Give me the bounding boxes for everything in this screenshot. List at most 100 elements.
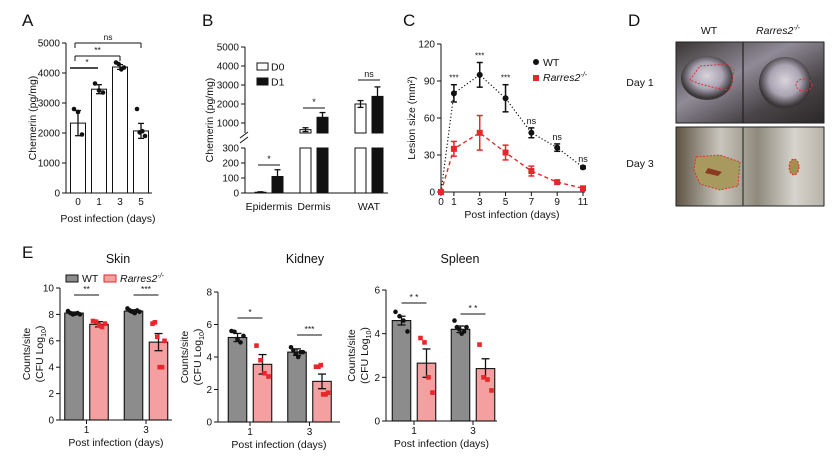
data-point-ko xyxy=(258,357,263,363)
data-point-wt xyxy=(293,351,299,357)
shaved-skin-ko xyxy=(759,57,811,109)
column-label-wt: WT xyxy=(701,25,718,37)
y-tick-label: 0 xyxy=(206,418,212,429)
x-tick-label: WAT xyxy=(358,201,381,213)
data-point-ko xyxy=(477,342,482,347)
x-tick-label: 9 xyxy=(554,197,560,208)
data-point-ko xyxy=(325,390,331,396)
subscript: 10 xyxy=(199,332,206,340)
data-point-ko xyxy=(476,129,483,136)
bar-lower xyxy=(299,147,312,194)
data-point-wt xyxy=(580,164,586,171)
y-tick-label: 0 xyxy=(233,189,239,200)
bar-wt xyxy=(450,328,471,422)
x-tick-label: 3 xyxy=(307,427,313,438)
x-tick-label: 11 xyxy=(578,197,589,208)
significance-label: * * xyxy=(410,292,420,302)
y-tick-label: 2 xyxy=(206,385,212,396)
legend-label: D1 xyxy=(271,77,285,89)
y-axis-label-end: ) xyxy=(192,329,204,333)
data-point-wt xyxy=(452,318,457,323)
y-axis-label: Counts/site xyxy=(21,328,33,381)
x-tick-label: 5 xyxy=(503,197,509,208)
y-tick-label: 4000 xyxy=(38,69,61,80)
data-point-ko xyxy=(426,375,431,380)
significance-label: *** xyxy=(305,324,316,334)
y-tick-label: 6 xyxy=(206,320,212,331)
panel-label: E xyxy=(22,243,33,262)
lesion-outline-ko xyxy=(795,78,813,92)
bar xyxy=(133,130,149,194)
bar-wt xyxy=(287,351,307,423)
subscript: 10 xyxy=(41,329,48,337)
data-point xyxy=(116,61,121,67)
subpanel-title: Skin xyxy=(106,252,130,266)
data-point-wt xyxy=(502,95,509,102)
data-point-wt xyxy=(464,324,469,330)
legend-label: Rarres2-/- xyxy=(120,273,165,285)
lesion-scab xyxy=(705,168,722,176)
significance-label: *** xyxy=(475,52,484,61)
data-point-ko xyxy=(96,322,102,328)
data-point-wt xyxy=(397,313,402,319)
y-tick-label: 2000 xyxy=(38,129,61,140)
x-tick-label: 1 xyxy=(96,197,102,208)
data-point-wt xyxy=(528,129,535,136)
panel-label: C xyxy=(403,11,415,30)
data-point-ko xyxy=(430,390,435,395)
data-point-wt xyxy=(235,336,240,342)
axis-break-mark xyxy=(239,136,249,144)
significance-label: * xyxy=(248,307,252,317)
superscript: -/- xyxy=(793,25,800,32)
data-point-ko xyxy=(320,392,326,397)
photo-day3 xyxy=(675,126,825,207)
bar-wt xyxy=(64,312,84,421)
y-tick-label: 8 xyxy=(206,288,212,299)
y-tick-label: 100 xyxy=(222,174,239,185)
x-tick-label: 3 xyxy=(117,197,123,208)
data-point-ko xyxy=(159,364,165,370)
data-point-wt xyxy=(476,71,483,78)
legend-swatch-ko xyxy=(103,274,117,283)
y-tick-label: 0 xyxy=(48,416,54,427)
legend-marker-ko xyxy=(533,75,539,81)
significance-label: ns xyxy=(527,116,537,126)
x-axis-label: Post infection (days) xyxy=(60,213,155,225)
significance-label: ns xyxy=(552,132,562,142)
y-tick-label: 60 xyxy=(424,114,436,125)
bar-wt xyxy=(391,320,412,422)
significance-label: * xyxy=(312,97,316,107)
data-point-wt xyxy=(77,312,83,317)
data-point-ko xyxy=(422,340,427,345)
panel-label: A xyxy=(22,11,34,30)
y-axis-label: Chemerin (pg/mg) xyxy=(204,78,216,163)
data-point xyxy=(121,65,127,70)
bar-ko xyxy=(148,341,169,421)
legend-label: WT xyxy=(543,57,560,69)
data-point-wt xyxy=(137,309,142,315)
x-tick-label: 1 xyxy=(247,427,253,438)
data-point-wt xyxy=(554,144,561,151)
significance-label: ** xyxy=(83,284,90,294)
legend-swatch xyxy=(256,62,269,71)
x-axis-label: Post infection (days) xyxy=(231,439,326,451)
subpanel-spleen: Spleen 0 2 4 6 1 * * 3 * * Post infection (days) C… xyxy=(346,252,497,450)
x-tick-label: 3 xyxy=(143,425,149,436)
bar-upper xyxy=(354,103,367,134)
data-point-ko xyxy=(162,338,167,344)
y-tick-label: 4 xyxy=(206,353,212,364)
data-point-ko xyxy=(481,375,486,380)
y-tick-label: 90 xyxy=(424,77,436,88)
x-tick-label: 5 xyxy=(138,197,144,208)
data-point-ko xyxy=(528,168,535,175)
data-point-wt xyxy=(295,354,301,360)
y-tick-label: 4 xyxy=(48,363,54,374)
x-axis-label: Post infection (days) xyxy=(68,437,163,449)
bar-wt xyxy=(227,336,248,423)
y-axis-label-unit: (CFU Log10) xyxy=(34,326,48,383)
y-tick-label: 4000 xyxy=(217,62,240,73)
legend-marker-wt xyxy=(533,59,539,65)
